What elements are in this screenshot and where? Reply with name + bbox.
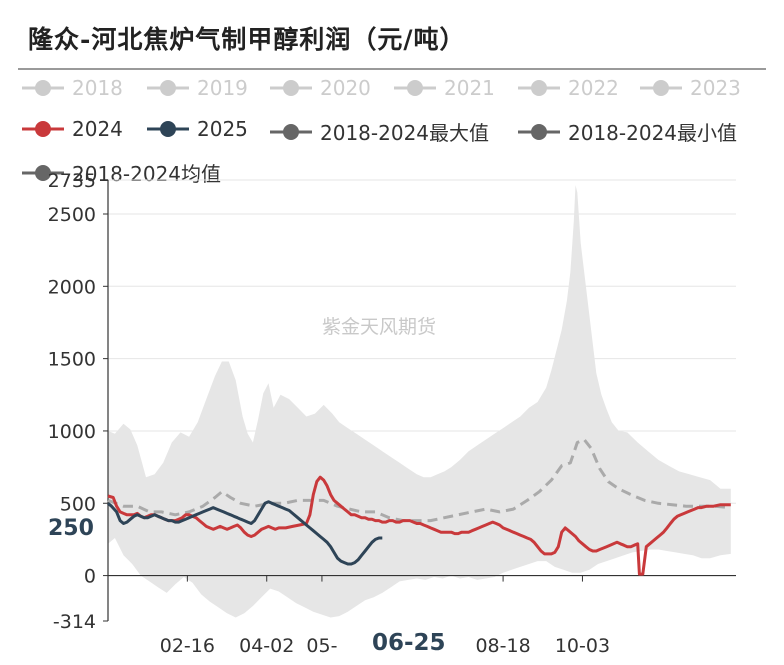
series-line-2025	[107, 500, 383, 566]
legend-item-2023[interactable]: 2023	[638, 76, 741, 100]
series-line-2018-2024均值	[107, 438, 731, 523]
y-tick-label: 2000	[48, 276, 96, 298]
legend-item-max[interactable]: 2018-2024最大值	[268, 117, 489, 146]
legend-marker-2024	[22, 121, 64, 137]
legend-marker-mean	[22, 164, 64, 181]
y-tick-label: 1500	[48, 349, 96, 371]
x-tick-label: 05-	[306, 635, 337, 657]
legend-marker-min	[518, 123, 560, 140]
x-tick-label: 02-16	[160, 635, 215, 657]
chart-title: 隆众-河北焦炉气制甲醇利润（元/吨）	[28, 25, 466, 54]
x-tick-label: 08-18	[475, 635, 530, 657]
legend-marker-2019	[147, 80, 189, 96]
legend-marker-2018	[22, 80, 64, 96]
legend-label-2024: 2024	[72, 117, 123, 141]
series-line-2024	[107, 475, 731, 576]
y-tick-label: 0	[84, 566, 96, 588]
title-divider	[18, 68, 766, 70]
legend-marker-max	[270, 123, 312, 140]
legend-label-2019: 2019	[197, 76, 248, 100]
legend: 2018 2019 2020 2021 2022 2023 2024 2025 …	[0, 74, 784, 186]
legend-marker-2023	[640, 80, 682, 96]
legend-marker-2021	[394, 80, 436, 96]
legend-item-2024[interactable]: 2024	[20, 117, 123, 141]
legend-label-2020: 2020	[320, 76, 371, 100]
legend-marker-2022	[518, 80, 560, 96]
y-tick-label: 1000	[48, 421, 96, 443]
y-tick-label: 500	[60, 493, 96, 515]
cursor-date-label: 06-25	[372, 630, 446, 656]
legend-item-mean[interactable]: 2018-2024均值	[20, 158, 221, 187]
legend-marker-2025	[147, 121, 189, 137]
legend-item-2021[interactable]: 2021	[392, 76, 495, 100]
legend-item-2022[interactable]: 2022	[516, 76, 619, 100]
x-tick-label: 04-02	[239, 635, 294, 657]
legend-label-2023: 2023	[690, 76, 741, 100]
x-tick-label: 10-03	[555, 635, 610, 657]
watermark: 紫金天风期货	[322, 316, 437, 338]
legend-label-2025: 2025	[197, 117, 248, 141]
legend-label-min: 2018-2024最小值	[568, 121, 738, 145]
band-max-min	[108, 185, 731, 618]
legend-label-2018: 2018	[72, 76, 123, 100]
legend-label-max: 2018-2024最大值	[320, 121, 490, 145]
y-tick-label: 2735	[48, 170, 96, 192]
cursor-value-badge: 250	[46, 516, 96, 541]
legend-item-min[interactable]: 2018-2024最小值	[516, 117, 737, 146]
legend-label-mean: 2018-2024均值	[72, 162, 222, 186]
legend-label-2021: 2021	[444, 76, 495, 100]
y-tick-label: 2500	[48, 204, 96, 226]
legend-marker-2020	[270, 80, 312, 96]
legend-item-2019[interactable]: 2019	[145, 76, 248, 100]
y-tick-label: -314	[53, 611, 96, 633]
legend-item-2025[interactable]: 2025	[145, 117, 248, 141]
legend-item-2020[interactable]: 2020	[268, 76, 371, 100]
legend-label-2022: 2022	[568, 76, 619, 100]
legend-item-2018[interactable]: 2018	[20, 76, 123, 100]
